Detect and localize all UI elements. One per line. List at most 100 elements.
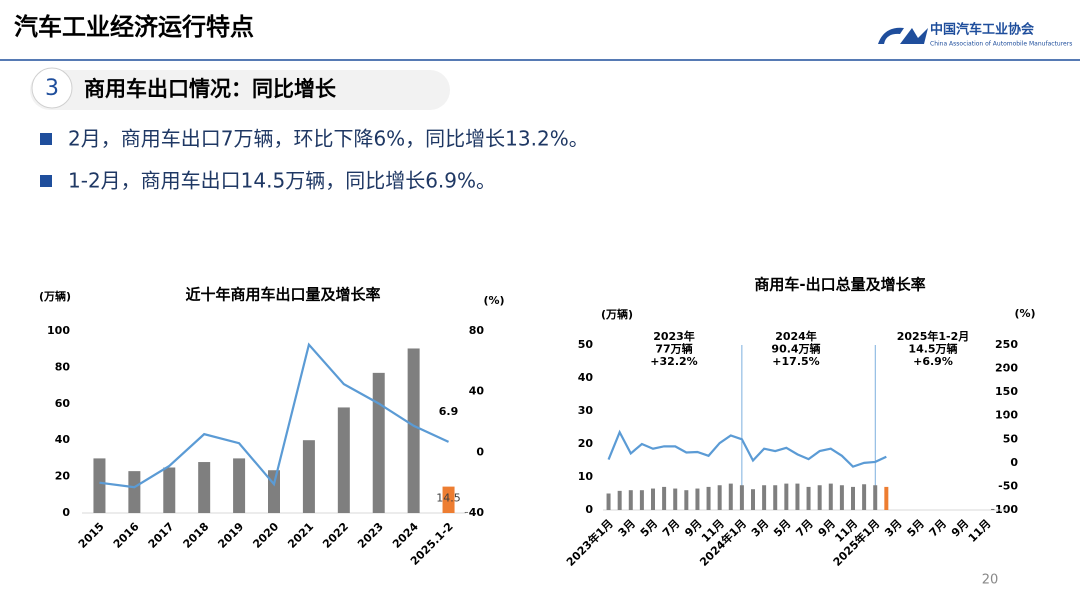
x-tick-label: 5月 [638, 517, 660, 539]
y-tick-label: 100 [47, 324, 70, 337]
y-tick-label: 40 [578, 371, 594, 384]
bar [706, 486, 711, 510]
logo-mark [878, 27, 928, 44]
bar [673, 488, 678, 510]
annotation: 2024年 [775, 329, 817, 343]
bar [302, 440, 315, 513]
bar [828, 483, 833, 510]
bar [851, 486, 855, 510]
bar [233, 458, 246, 513]
x-tick-label: 11月 [966, 517, 994, 545]
bar [268, 470, 280, 513]
annotation: 90.4万辆 [771, 342, 820, 356]
bullet: 2月，商用车出口7万辆，环比下降6%，同比增长13.2%。 [68, 127, 589, 151]
y2-tick-label: 0 [1010, 456, 1018, 469]
y-tick-label: 60 [55, 397, 71, 410]
x-tick-label: 2015 [76, 520, 107, 551]
bar [884, 486, 889, 510]
section-number: 3 [45, 76, 59, 101]
bullet: 1-2月，商用车出口14.5万辆，同比增长6.9%。 [68, 169, 496, 193]
y-tick-label: 20 [578, 437, 594, 450]
y-tick-label: 20 [55, 470, 71, 483]
annotation: 2023年 [653, 329, 695, 343]
y2-tick-label: -50 [998, 479, 1018, 492]
section-title: 商用车出口情况：同比增长 [84, 77, 337, 101]
org-en: China Association of Automobile Manufact… [930, 41, 1072, 48]
annotation: +6.9% [913, 355, 953, 368]
y2-tick-label: 40 [469, 385, 485, 398]
bar [651, 488, 655, 510]
x-tick-label: 5月 [905, 517, 927, 539]
x-tick-label: 7月 [793, 517, 815, 539]
x-tick-label: 2022 [320, 520, 351, 551]
x-tick-label: 7月 [660, 517, 682, 539]
y-axis-label: (万辆) [39, 289, 71, 303]
annotation: 14.5万辆 [908, 342, 957, 356]
data-label: 6.9 [439, 405, 459, 418]
y-tick-label: 40 [55, 433, 71, 446]
bar [873, 485, 878, 510]
x-tick-label: 7月 [927, 517, 949, 539]
bar [639, 490, 644, 510]
bar [751, 489, 755, 510]
bar [839, 485, 844, 510]
x-tick-label: 2024 [390, 520, 421, 551]
y2-tick-label: 0 [476, 445, 484, 458]
x-tick-label: 5月 [771, 517, 793, 539]
x-tick-label: 2016 [111, 520, 142, 551]
y2-tick-label: 150 [995, 385, 1018, 398]
bar [337, 407, 350, 513]
y-tick-label: 30 [578, 404, 594, 417]
data-label: 14.5 [436, 492, 461, 505]
bar [762, 485, 767, 510]
bar [717, 485, 722, 510]
annotation: +17.5% [772, 355, 819, 368]
page-number: 20 [982, 573, 999, 588]
y-tick-label: 0 [585, 503, 593, 516]
bar [372, 372, 385, 513]
bar [442, 486, 455, 513]
y-tick-label: 10 [578, 470, 594, 483]
header-title: 汽车工业经济运行特点 [14, 13, 254, 41]
x-tick-label: 2020 [250, 520, 281, 551]
chart-title: 近十年商用车出口量及增长率 [185, 286, 380, 304]
annotation: 2025年1-2月 [897, 329, 970, 343]
chart-title: 商用车-出口总量及增长率 [754, 276, 925, 294]
bar [662, 486, 667, 510]
line [607, 429, 887, 468]
bar [739, 485, 744, 510]
section-badge [31, 67, 73, 109]
org-cn: 中国汽车工业协会 [930, 22, 1035, 38]
y2-tick-label: -40 [464, 506, 484, 519]
bar [93, 458, 106, 513]
y-tick-label: 50 [578, 338, 594, 351]
bar [773, 485, 778, 510]
bar [617, 490, 622, 510]
y-axis-label: (万辆) [601, 307, 633, 321]
x-tick-label: 2018 [181, 520, 212, 551]
x-tick-label: 2023 [355, 520, 386, 551]
x-tick-label: 2021 [285, 520, 316, 551]
bar [862, 484, 867, 510]
x-tick-label: 3月 [882, 517, 904, 539]
annotation: +32.2% [650, 355, 697, 368]
bullet-icon [40, 175, 52, 187]
x-tick-label: 3月 [749, 517, 771, 539]
y2-axis-label: (%) [483, 294, 504, 307]
bullet-icon [40, 133, 52, 145]
x-tick-label: 2019 [215, 520, 246, 551]
bar [684, 490, 689, 510]
bar [628, 490, 633, 510]
y-tick-label: 80 [55, 360, 71, 373]
x-tick-label: 3月 [616, 517, 638, 539]
y2-tick-label: 80 [469, 324, 485, 337]
section-band [30, 70, 450, 110]
y2-tick-label: 100 [995, 409, 1018, 422]
bar [695, 488, 700, 510]
line [99, 342, 450, 489]
bar [407, 348, 420, 513]
annotation: 77万辆 [655, 342, 692, 356]
bar [817, 485, 822, 510]
y2-tick-label: 250 [995, 338, 1018, 351]
